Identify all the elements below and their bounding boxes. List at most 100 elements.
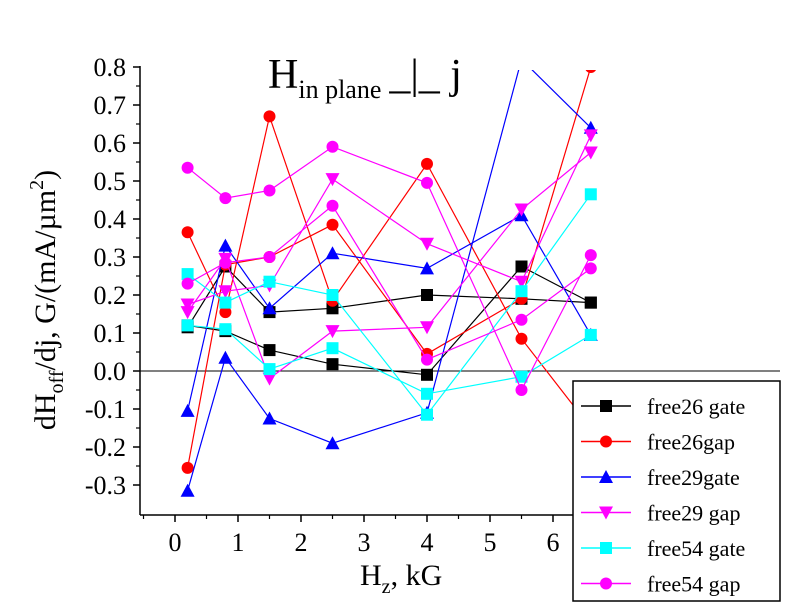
y-tick-label: 0.7 (94, 91, 127, 120)
axes: 0 1 2 3 4 5 6 -0.3 -0.2 -0.1 0.0 0.1 0.2 0.3 0.4 0.5 0.6… (85, 53, 780, 557)
y-tick-label: -0.1 (85, 395, 126, 424)
data-point (262, 301, 277, 315)
data-point (325, 325, 340, 339)
data-point (181, 226, 194, 239)
y-tick-label: 0.1 (94, 319, 127, 348)
data-point (584, 262, 597, 275)
data-point (263, 344, 276, 357)
legend-label: free26 gate (647, 394, 745, 419)
legend-marker (600, 435, 612, 448)
data-point (421, 353, 433, 366)
data-point (218, 285, 233, 299)
legend-label: free54 gate (647, 536, 745, 561)
data-point (263, 275, 276, 288)
series-4 (180, 129, 598, 386)
y-tick-label: -0.3 (85, 471, 126, 500)
data-point (181, 161, 194, 174)
series-1 (181, 260, 597, 381)
data-point (421, 176, 433, 189)
legend: free26 gate free26gap free29gate free29 gap… (572, 380, 781, 602)
data-point (219, 296, 232, 309)
series-line (187, 193, 592, 416)
data-point (262, 411, 277, 425)
legend-label: free54 gap (647, 572, 740, 597)
series-3 (180, 52, 598, 497)
data-point (326, 199, 339, 212)
series-line (187, 204, 592, 361)
legend-marker (599, 506, 613, 520)
data-point (219, 192, 232, 205)
legend-box (572, 380, 781, 602)
data-point (420, 261, 434, 275)
series-line (187, 70, 591, 469)
data-point (180, 403, 195, 417)
data-point (263, 363, 276, 376)
y-tick-label: 0.8 (94, 53, 127, 82)
data-point (583, 146, 598, 160)
legend-label: free29 gap (647, 501, 740, 526)
data-point (325, 246, 340, 260)
data-point (515, 370, 528, 383)
data-point (181, 277, 194, 290)
series-2 (181, 70, 597, 474)
data-point (420, 237, 434, 251)
data-point (515, 260, 528, 273)
data-point (180, 306, 195, 320)
data-point (584, 328, 597, 341)
data-point (219, 323, 232, 336)
series-layer (180, 52, 598, 497)
x-axis-label: Hz, kG (360, 559, 442, 598)
data-point (585, 70, 596, 73)
data-point (420, 321, 434, 335)
data-point (584, 249, 597, 262)
data-point (180, 483, 195, 497)
data-point (326, 289, 339, 301)
data-point (263, 110, 276, 123)
legend-marker (600, 577, 612, 590)
y-tick-label: -0.2 (85, 433, 126, 462)
data-point (584, 296, 597, 309)
data-point (218, 238, 233, 252)
y-axis-label: dHoff/dj, G/(mA/µm2) (26, 170, 68, 430)
data-point (583, 129, 598, 143)
data-point (263, 184, 276, 197)
data-point (515, 332, 528, 345)
data-point (326, 140, 339, 153)
legend-label: free26gap (647, 430, 735, 455)
data-point (421, 387, 433, 400)
legend-label: free29gate (647, 465, 740, 490)
x-tick-label: 3 (358, 528, 371, 557)
data-point (219, 256, 232, 269)
y-tick-label: 0.6 (94, 129, 127, 158)
legend-marker (599, 470, 613, 483)
data-point (219, 306, 232, 319)
data-point (181, 319, 194, 332)
data-point (584, 188, 597, 201)
data-point (325, 173, 340, 187)
series-line (187, 324, 592, 395)
legend-marker (600, 542, 612, 554)
data-point (515, 285, 528, 298)
data-point (515, 313, 528, 326)
y-tick-label: 0.3 (94, 243, 127, 272)
y-tick-label: 0.0 (94, 357, 127, 386)
data-point (181, 461, 194, 474)
data-point (262, 372, 277, 386)
x-tick-label: 2 (295, 528, 308, 557)
data-point (421, 157, 433, 170)
data-point (514, 203, 529, 217)
data-point (180, 298, 195, 312)
data-point (515, 52, 529, 65)
y-tick-label: 0.5 (94, 167, 127, 196)
data-point (421, 289, 433, 301)
x-tick-label: 5 (484, 528, 497, 557)
legend-marker (600, 400, 612, 412)
y-tick-label: 0.2 (94, 281, 127, 310)
x-tick-label: 4 (421, 528, 434, 557)
data-point (515, 384, 528, 396)
x-tick-label: 1 (232, 528, 245, 557)
data-point (421, 368, 433, 381)
x-tick-label: 0 (169, 528, 182, 557)
chart-title: Hin plane _|_ j (268, 52, 462, 104)
